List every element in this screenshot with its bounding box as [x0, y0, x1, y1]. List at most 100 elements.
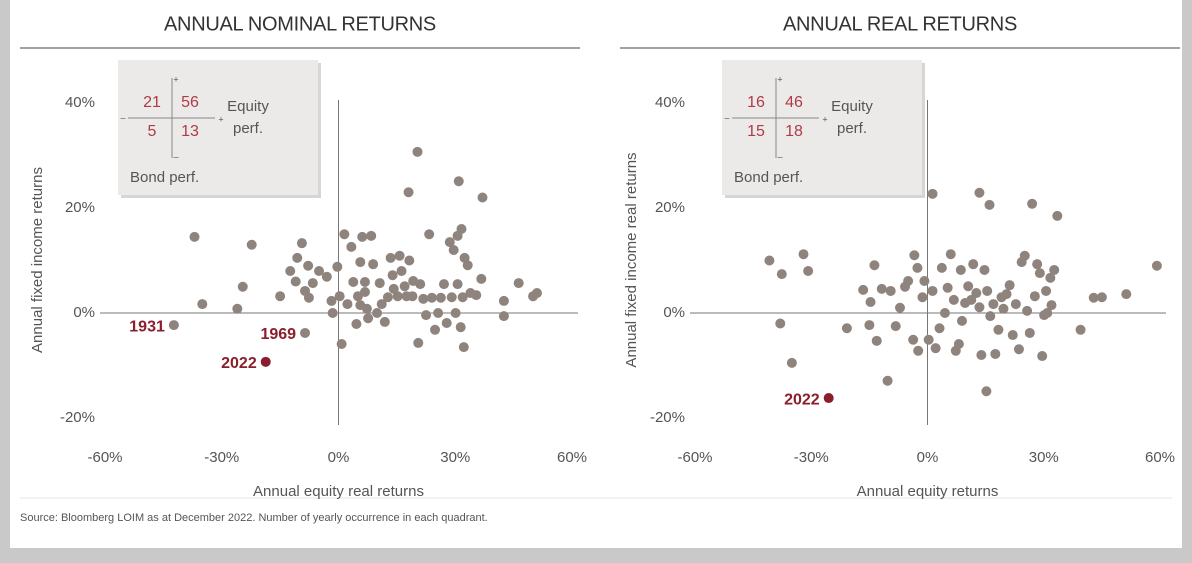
- point: [513, 278, 524, 289]
- point: [433, 308, 444, 318]
- point: [909, 250, 920, 261]
- point: [444, 237, 455, 248]
- y-axis-title: Annual fixed income returns: [29, 167, 46, 353]
- point: [934, 323, 945, 334]
- point: [974, 187, 985, 198]
- point: [982, 285, 993, 296]
- x-tick-label: 60%: [557, 449, 587, 466]
- point: [993, 324, 1004, 335]
- point: [448, 245, 459, 255]
- point: [894, 302, 905, 313]
- x-tick-label: -60%: [677, 449, 712, 466]
- point: [415, 279, 426, 290]
- point: [346, 241, 357, 252]
- point: [953, 338, 964, 349]
- point: [948, 294, 959, 305]
- point: [903, 275, 914, 286]
- inset-box: [722, 60, 922, 195]
- point: [858, 284, 869, 295]
- point: [945, 249, 956, 260]
- point: [927, 188, 938, 199]
- point: [399, 281, 410, 292]
- point: [392, 291, 403, 302]
- point: [963, 281, 974, 292]
- point: [403, 187, 414, 198]
- point: [374, 278, 385, 289]
- point: [303, 260, 314, 271]
- point: [292, 252, 303, 263]
- quadrant-count: 5: [148, 123, 157, 140]
- point: [457, 292, 468, 303]
- x-tick-label: 30%: [440, 449, 470, 466]
- point: [1019, 250, 1030, 261]
- inset-sign: +: [777, 74, 782, 84]
- inset-sign: +: [822, 114, 827, 124]
- point: [1007, 330, 1018, 341]
- point: [303, 292, 314, 303]
- point: [498, 295, 509, 306]
- source: Source: Bloomberg LOIM as at December 20…: [20, 512, 488, 524]
- point: [275, 291, 286, 302]
- point: [1042, 308, 1053, 318]
- annotated-point: [260, 356, 271, 367]
- y-tick-label: 40%: [65, 94, 95, 111]
- y-tick-label: 0%: [73, 304, 95, 321]
- point: [385, 252, 396, 263]
- annotation: 1969: [260, 326, 296, 343]
- y-tick-label: 20%: [65, 199, 95, 216]
- point: [1029, 291, 1040, 302]
- point: [237, 281, 248, 292]
- quadrant-count: 16: [747, 94, 765, 111]
- point: [775, 318, 786, 329]
- point: [984, 199, 995, 210]
- x-axis-title: Annual equity returns: [857, 483, 999, 500]
- point: [363, 313, 374, 324]
- point: [923, 334, 934, 345]
- point: [197, 299, 208, 310]
- point: [368, 259, 379, 270]
- point: [890, 321, 901, 332]
- point: [387, 270, 398, 281]
- point: [971, 288, 982, 299]
- inset-equity: Equity: [227, 98, 269, 115]
- point: [798, 249, 809, 260]
- inset-sign: +: [218, 114, 223, 124]
- point: [985, 311, 996, 322]
- annotation: 1931: [129, 318, 165, 335]
- point: [424, 229, 435, 240]
- point: [1027, 198, 1038, 209]
- point: [314, 266, 325, 276]
- quadrant-count: 46: [785, 94, 803, 111]
- point: [382, 292, 393, 303]
- y-tick-label: 40%: [655, 94, 685, 111]
- point: [966, 294, 977, 305]
- inset-equity: Equity: [831, 98, 873, 115]
- y-axis-title: Annual fixed income real returns: [623, 152, 640, 367]
- point: [942, 282, 953, 293]
- point: [452, 279, 463, 290]
- x-tick-label: 60%: [1145, 449, 1175, 466]
- point: [458, 342, 469, 353]
- point: [357, 231, 368, 242]
- point: [968, 259, 979, 270]
- point: [326, 295, 337, 306]
- point: [351, 319, 362, 330]
- point: [404, 255, 415, 266]
- point: [1151, 260, 1162, 271]
- point: [421, 310, 432, 321]
- point: [307, 278, 318, 289]
- point: [919, 275, 930, 286]
- x-tick-label: -30%: [204, 449, 239, 466]
- x-tick-label: -30%: [794, 449, 829, 466]
- point: [430, 324, 441, 335]
- point: [956, 315, 967, 326]
- point: [435, 292, 446, 303]
- point: [871, 335, 882, 346]
- inset-equity: perf.: [837, 120, 867, 137]
- point: [498, 311, 509, 322]
- point: [336, 338, 347, 349]
- point: [359, 287, 370, 297]
- point: [981, 386, 992, 397]
- point: [189, 231, 200, 242]
